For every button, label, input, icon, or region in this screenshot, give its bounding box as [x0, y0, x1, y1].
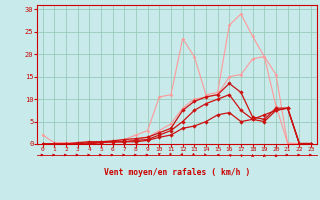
Text: Vent moyen/en rafales ( km/h ): Vent moyen/en rafales ( km/h )	[104, 168, 250, 177]
